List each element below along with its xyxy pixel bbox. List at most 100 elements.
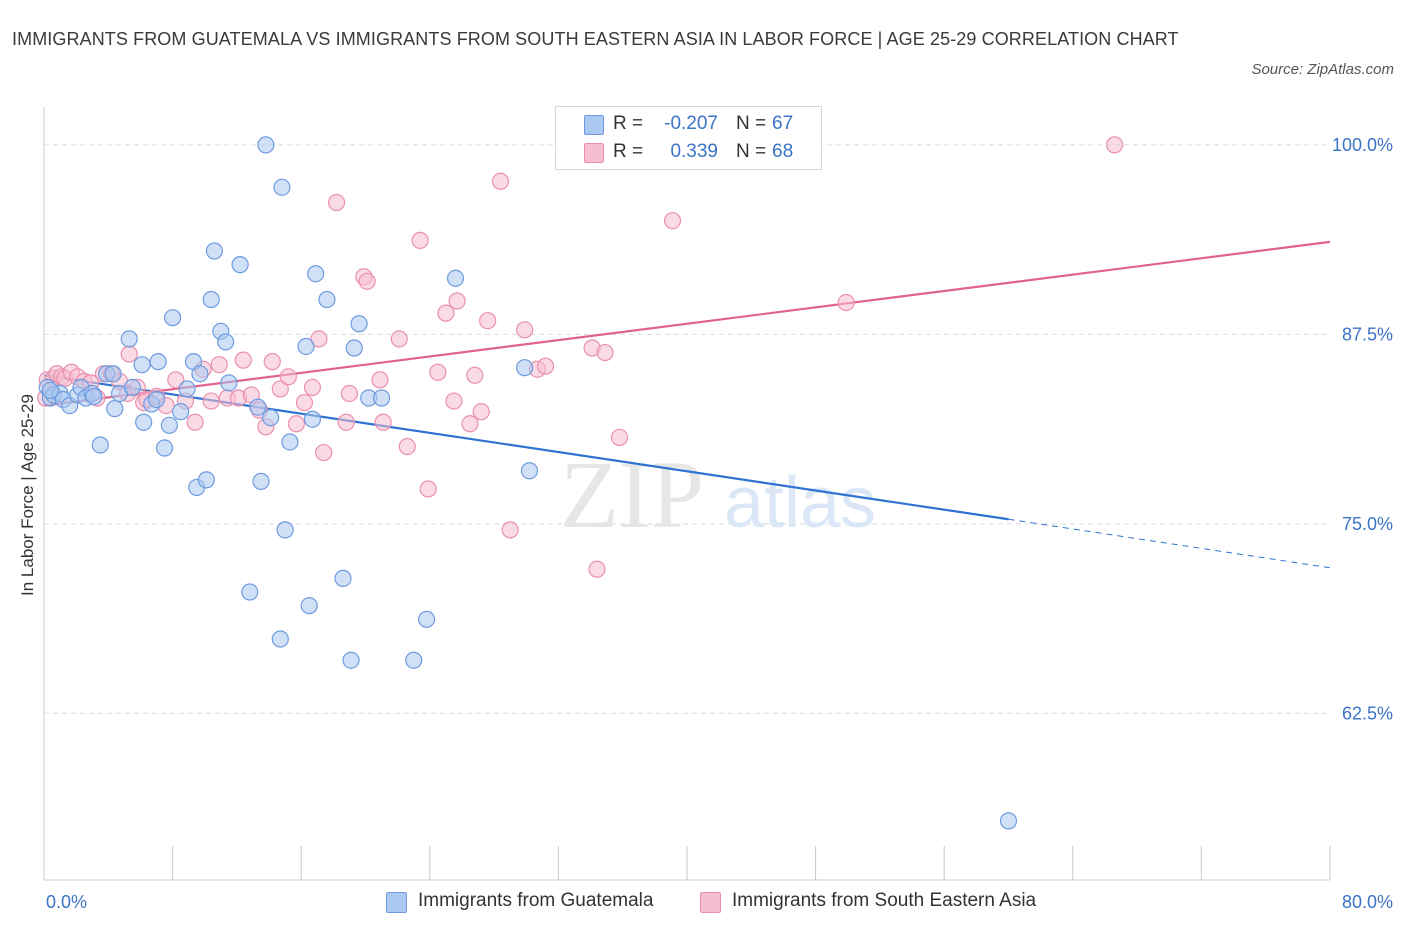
data-point-south-eastern-asia [358, 272, 376, 290]
legend-r-value: 0.339 [670, 141, 718, 162]
data-point-guatemala [133, 356, 151, 374]
data-point-guatemala [241, 583, 259, 601]
series-legend: Immigrants from Guatemala Immigrants fro… [0, 888, 1406, 916]
axes [43, 107, 1331, 881]
legend-n-value: 67 [772, 113, 794, 134]
legend-swatch-pink [584, 143, 604, 163]
y-tick-label: 87.5% [1342, 324, 1393, 344]
data-point-guatemala [123, 378, 142, 397]
data-point-south-eastern-asia [374, 413, 392, 431]
data-point-south-eastern-asia [271, 380, 289, 398]
data-point-south-eastern-asia [303, 378, 322, 397]
data-point-guatemala [149, 353, 167, 371]
data-point-south-eastern-asia [536, 357, 555, 375]
data-point-south-eastern-asia [263, 353, 281, 371]
data-point-guatemala [405, 651, 423, 669]
data-point-guatemala [271, 630, 289, 648]
data-point-guatemala [307, 265, 325, 283]
data-point-south-eastern-asia [445, 392, 463, 410]
data-point-south-eastern-asia [186, 413, 204, 431]
data-point-south-eastern-asia [479, 312, 497, 330]
data-point-south-eastern-asia [429, 363, 447, 381]
y-tick-label: 100.0% [1332, 135, 1393, 155]
data-point-guatemala [164, 309, 182, 327]
x-tick-label: 0.0% [46, 892, 87, 912]
data-point-south-eastern-asia [411, 231, 429, 249]
data-point-south-eastern-asia [279, 368, 297, 386]
data-point-guatemala [147, 390, 166, 409]
data-point-guatemala [172, 403, 190, 421]
data-point-guatemala [106, 400, 124, 418]
legend-swatch-blue [386, 892, 407, 913]
data-point-guatemala [220, 374, 238, 392]
data-point-south-eastern-asia [472, 403, 490, 421]
trend-line-guatemala-extension [1008, 518, 1331, 569]
data-point-guatemala [345, 339, 363, 357]
source-label: Source: ZipAtlas.com [1251, 61, 1394, 78]
data-point-guatemala [999, 812, 1018, 830]
data-point-guatemala [178, 380, 196, 398]
data-point-guatemala [262, 409, 280, 427]
watermark-atlas: atlas [724, 463, 876, 543]
data-point-guatemala [318, 290, 336, 309]
data-point-guatemala [202, 290, 220, 309]
data-point-guatemala [249, 398, 267, 416]
watermark-zip: ZIP [560, 441, 704, 548]
data-point-south-eastern-asia [390, 330, 408, 348]
y-tick-label: 75.0% [1342, 514, 1393, 534]
legend-label-south-eastern-asia: Immigrants from South Eastern Asia [732, 890, 1037, 911]
data-point-guatemala [120, 330, 138, 348]
data-point-south-eastern-asia [120, 345, 138, 363]
data-point-south-eastern-asia [501, 521, 519, 539]
data-point-guatemala [300, 597, 318, 615]
data-point-guatemala [252, 472, 270, 490]
legend-n-label: N = [736, 113, 767, 134]
data-point-guatemala [342, 651, 360, 669]
legend-n-label: N = [736, 141, 767, 162]
trend-line-south-eastern-asia [43, 240, 1331, 407]
legend-n-value: 68 [772, 141, 794, 162]
data-point-guatemala [516, 359, 534, 377]
data-point-south-eastern-asia [371, 371, 389, 389]
series-guatemala [38, 136, 1018, 830]
data-point-guatemala [91, 436, 109, 454]
data-point-south-eastern-asia [327, 193, 346, 212]
data-point-south-eastern-asia [663, 212, 682, 230]
data-point-guatemala [41, 381, 60, 400]
legend-label-guatemala: Immigrants from Guatemala [418, 890, 654, 911]
data-point-guatemala [297, 337, 315, 356]
data-point-south-eastern-asia [461, 415, 479, 433]
data-point-guatemala [104, 365, 122, 383]
data-point-south-eastern-asia [837, 293, 855, 312]
data-point-guatemala [417, 610, 436, 628]
data-point-guatemala [231, 256, 249, 274]
data-point-guatemala [446, 269, 465, 287]
data-point-guatemala [191, 365, 209, 383]
data-point-south-eastern-asia [1105, 136, 1124, 154]
legend-r-label: R = [613, 141, 644, 162]
tick-labels: 100.0% 87.5% 75.0% 62.5% 0.0% 80.0% [46, 135, 1393, 912]
grid-lines [44, 144, 1330, 714]
data-point-south-eastern-asia [398, 437, 416, 456]
data-point-guatemala [205, 242, 223, 260]
legend-swatch-blue [584, 115, 604, 135]
data-point-south-eastern-asia [437, 304, 455, 322]
legend-row-south-eastern-asia: R = 0.339 N = 68 [556, 138, 821, 166]
data-point-south-eastern-asia [419, 480, 437, 498]
data-point-south-eastern-asia [310, 330, 328, 348]
data-point-south-eastern-asia [210, 356, 228, 374]
data-point-south-eastern-asia [315, 443, 333, 462]
data-point-south-eastern-asia [448, 292, 466, 310]
data-point-guatemala [520, 462, 539, 480]
data-point-guatemala [334, 569, 352, 587]
data-point-south-eastern-asia [466, 366, 484, 384]
legend-r-value: -0.207 [664, 113, 718, 134]
data-point-south-eastern-asia [202, 392, 220, 410]
data-point-guatemala [257, 136, 275, 154]
legend-swatch-pink [700, 892, 721, 913]
legend-row-guatemala: R = -0.207 N = 67 [556, 110, 821, 138]
data-point-guatemala [276, 521, 294, 539]
data-point-guatemala [372, 389, 391, 407]
data-point-south-eastern-asia [295, 393, 314, 412]
data-point-guatemala [160, 416, 178, 434]
